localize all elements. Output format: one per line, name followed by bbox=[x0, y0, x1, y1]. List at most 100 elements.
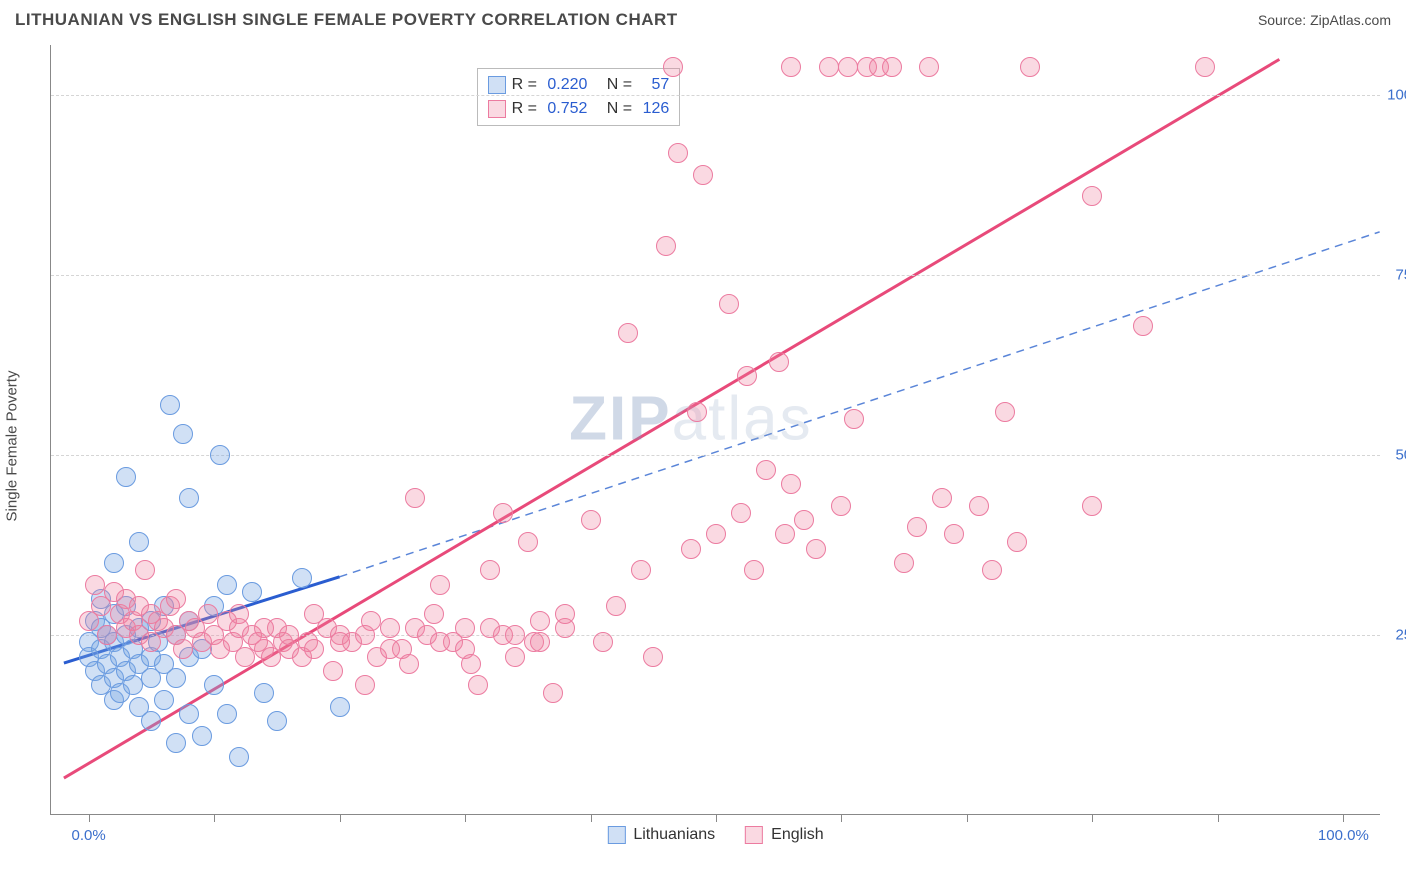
series2-point bbox=[882, 57, 902, 77]
series2-point bbox=[831, 496, 851, 516]
series2-point bbox=[543, 683, 563, 703]
series2-point bbox=[405, 618, 425, 638]
legend-label: Lithuanians bbox=[633, 826, 715, 844]
series2-point bbox=[430, 575, 450, 595]
x-tick bbox=[465, 814, 466, 822]
series1-point bbox=[292, 568, 312, 588]
legend-n-value: 126 bbox=[643, 97, 670, 121]
series2-point bbox=[737, 366, 757, 386]
series1-point bbox=[116, 467, 136, 487]
x-tick-label: 0.0% bbox=[72, 827, 106, 844]
series2-point bbox=[518, 532, 538, 552]
series2-point bbox=[430, 632, 450, 652]
series2-point bbox=[606, 596, 626, 616]
legend-swatch bbox=[745, 826, 763, 844]
plot-area: ZIPatlas R = 0.220 N = 57R = 0.752 N = 1… bbox=[50, 45, 1380, 815]
x-tick bbox=[340, 814, 341, 822]
series2-point bbox=[455, 618, 475, 638]
series2-point bbox=[279, 625, 299, 645]
series2-point bbox=[756, 460, 776, 480]
series2-point bbox=[505, 625, 525, 645]
series1-point bbox=[179, 488, 199, 508]
series2-point bbox=[706, 524, 726, 544]
x-tick bbox=[841, 814, 842, 822]
y-tick-label: 75.0% bbox=[1383, 267, 1406, 284]
x-tick bbox=[716, 814, 717, 822]
series2-point bbox=[769, 352, 789, 372]
series2-point bbox=[85, 575, 105, 595]
series2-point bbox=[687, 402, 707, 422]
series2-point bbox=[681, 539, 701, 559]
series1-point bbox=[242, 582, 262, 602]
legend-item: English bbox=[745, 826, 823, 844]
legend-swatch bbox=[488, 76, 506, 94]
trend-line bbox=[340, 232, 1380, 577]
gridline-h bbox=[51, 95, 1380, 96]
series2-point bbox=[806, 539, 826, 559]
series2-point bbox=[1082, 186, 1102, 206]
series2-point bbox=[355, 675, 375, 695]
series2-point bbox=[480, 560, 500, 580]
series1-point bbox=[267, 711, 287, 731]
series2-point bbox=[668, 143, 688, 163]
y-tick-label: 100.0% bbox=[1383, 87, 1406, 104]
series1-point bbox=[166, 668, 186, 688]
series2-point bbox=[173, 639, 193, 659]
series1-point bbox=[229, 747, 249, 767]
gridline-h bbox=[51, 275, 1380, 276]
series2-point bbox=[643, 647, 663, 667]
series2-point bbox=[693, 165, 713, 185]
legend-stats-row: R = 0.220 N = 57 bbox=[488, 73, 670, 97]
series2-point bbox=[1195, 57, 1215, 77]
legend-r-label: R = bbox=[512, 97, 542, 121]
legend-stats-box: R = 0.220 N = 57R = 0.752 N = 126 bbox=[477, 68, 681, 126]
series2-point bbox=[530, 611, 550, 631]
series2-point bbox=[399, 654, 419, 674]
series1-point bbox=[123, 675, 143, 695]
legend-label: English bbox=[771, 826, 823, 844]
series2-point bbox=[744, 560, 764, 580]
legend-n-value: 57 bbox=[643, 73, 670, 97]
series2-point bbox=[380, 639, 400, 659]
bottom-legend: Lithuanians English bbox=[607, 826, 823, 844]
series2-point bbox=[304, 639, 324, 659]
series1-point bbox=[254, 683, 274, 703]
series2-point bbox=[505, 647, 525, 667]
series2-point bbox=[719, 294, 739, 314]
legend-swatch bbox=[607, 826, 625, 844]
gridline-h bbox=[51, 455, 1380, 456]
series2-point bbox=[493, 503, 513, 523]
series2-point bbox=[323, 661, 343, 681]
series2-point bbox=[424, 604, 444, 624]
chart-header: LITHUANIAN VS ENGLISH SINGLE FEMALE POVE… bbox=[15, 10, 1391, 30]
series1-point bbox=[330, 697, 350, 717]
legend-stats-row: R = 0.752 N = 126 bbox=[488, 97, 670, 121]
series2-point bbox=[932, 488, 952, 508]
series2-point bbox=[844, 409, 864, 429]
series2-point bbox=[838, 57, 858, 77]
series2-point bbox=[775, 524, 795, 544]
x-tick bbox=[1343, 814, 1344, 822]
x-tick-label: 100.0% bbox=[1318, 827, 1369, 844]
series2-point bbox=[819, 57, 839, 77]
series2-point bbox=[405, 488, 425, 508]
y-axis-label: Single Female Poverty bbox=[4, 371, 21, 522]
series2-point bbox=[198, 604, 218, 624]
chart-container: LITHUANIAN VS ENGLISH SINGLE FEMALE POVE… bbox=[0, 0, 1406, 892]
series2-point bbox=[781, 57, 801, 77]
source-name: ZipAtlas.com bbox=[1310, 12, 1391, 28]
series2-point bbox=[229, 604, 249, 624]
series2-point bbox=[593, 632, 613, 652]
series1-point bbox=[210, 445, 230, 465]
series1-point bbox=[179, 704, 199, 724]
series2-point bbox=[995, 402, 1015, 422]
legend-n-label: N = bbox=[593, 73, 636, 97]
series1-point bbox=[173, 424, 193, 444]
series2-point bbox=[530, 632, 550, 652]
series2-point bbox=[907, 517, 927, 537]
series1-point bbox=[129, 532, 149, 552]
series1-point bbox=[192, 726, 212, 746]
series2-point bbox=[166, 589, 186, 609]
series2-point bbox=[135, 560, 155, 580]
series2-point bbox=[581, 510, 601, 530]
